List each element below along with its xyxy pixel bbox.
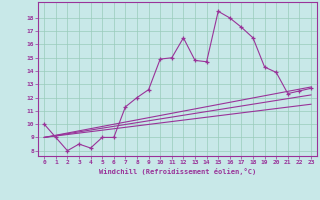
X-axis label: Windchill (Refroidissement éolien,°C): Windchill (Refroidissement éolien,°C) [99,168,256,175]
